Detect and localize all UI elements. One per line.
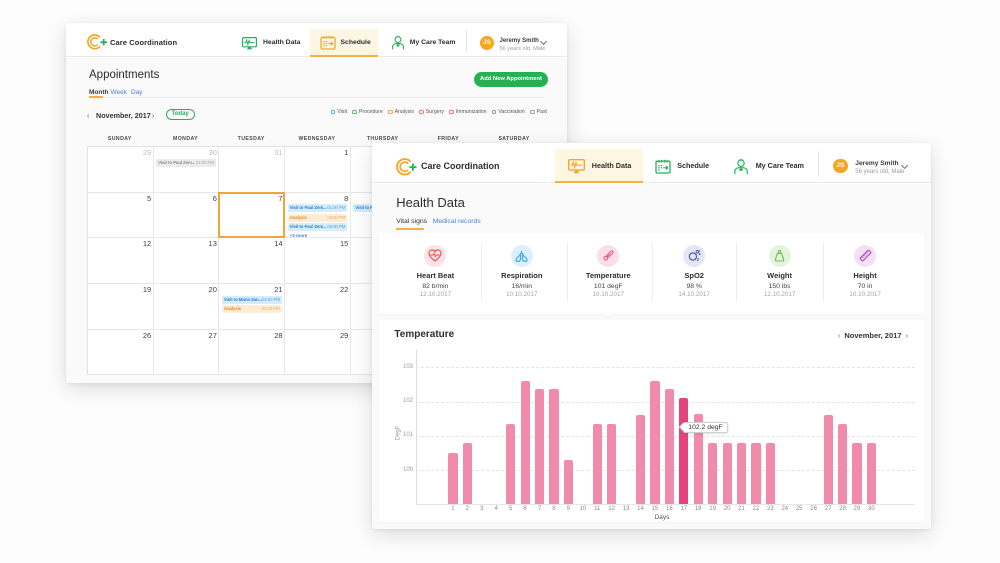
svg-text:2: 2: [696, 257, 699, 262]
